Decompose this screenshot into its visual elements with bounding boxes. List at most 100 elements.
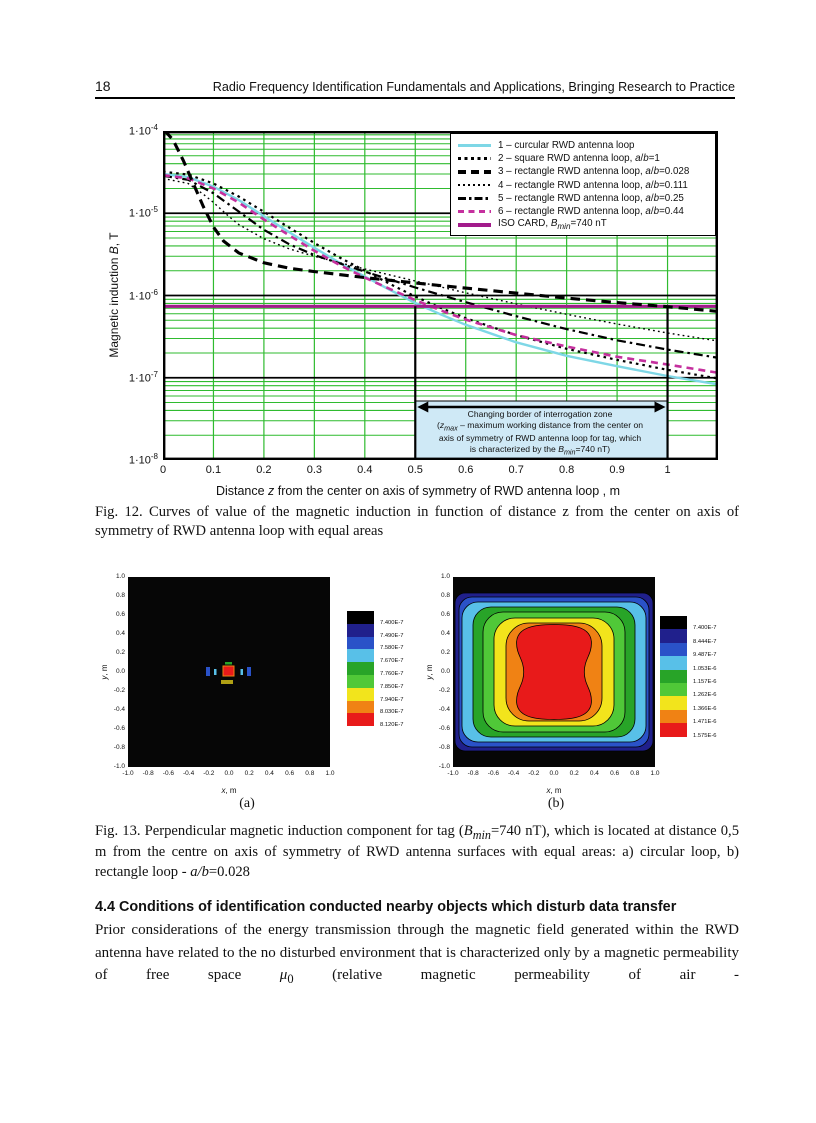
legend-line-sample	[458, 144, 491, 148]
x-tick-label: 1.0	[325, 770, 335, 777]
legend-label: 3 – rectangle RWD antenna loop, a/b=0.02…	[498, 166, 690, 178]
y-tick-label: 1·10-4	[128, 123, 158, 138]
legend-line-sample	[458, 157, 491, 161]
y-tick-label: -0.2	[438, 687, 450, 694]
x-tick-label: 0.2	[569, 770, 579, 777]
colorbar-block	[347, 649, 374, 663]
y-tick-label: -0.8	[438, 744, 450, 751]
legend-line-sample	[458, 184, 491, 187]
fig13b-contour-plot	[453, 577, 655, 767]
colorbar-label: 7.400E-7	[380, 619, 404, 626]
colorbar-block	[347, 662, 374, 675]
y-tick-label: 0.8	[115, 592, 125, 599]
x-tick-label: 0.1	[205, 464, 222, 476]
x-tick-label: -0.8	[467, 770, 479, 777]
fig13b-x-axis-title: x, m	[546, 786, 562, 795]
x-tick-label: 0.8	[630, 770, 640, 777]
x-tick-label: -0.8	[142, 770, 154, 777]
y-tick-label: 0.6	[440, 611, 450, 618]
legend-label: 1 – curcular RWD antenna loop	[498, 140, 635, 152]
x-tick-label: 0.2	[256, 464, 272, 476]
x-tick-label: 0.4	[357, 464, 373, 476]
colorbar-block	[660, 723, 687, 737]
legend-item: 6 – rectangle RWD antenna loop, a/b=0.44	[458, 205, 711, 218]
x-tick-label: 0.2	[244, 770, 254, 777]
fig13b-heatmap	[453, 577, 655, 767]
fig12-x-axis-title: Distance z from the center on axis of sy…	[215, 484, 621, 498]
colorbar-label: 8.030E-7	[380, 709, 404, 716]
y-tick-label: 0.4	[440, 630, 450, 637]
colorbar-label: 1.575E-6	[693, 732, 717, 739]
y-tick-label: -0.8	[113, 744, 125, 751]
series-c5	[163, 174, 718, 359]
colorbar-label: 7.940E-7	[380, 696, 404, 703]
x-tick-label: 0.8	[305, 770, 315, 777]
colorbar-block	[347, 636, 374, 650]
legend-line-sample	[458, 196, 491, 200]
x-tick-label: -1.0	[122, 770, 134, 777]
series-c6	[163, 173, 718, 375]
colorbar-label: 7.400E-7	[693, 625, 717, 632]
x-tick-label: 0.0	[549, 770, 559, 777]
fig13b-colorbar	[660, 616, 687, 737]
colorbar-block	[660, 696, 687, 710]
colorbar-block	[660, 669, 687, 683]
legend-item: 4 – rectangle RWD antenna loop, a/b=0.11…	[458, 179, 711, 192]
legend-label: ISO CARD, Bmin=740 nT	[498, 218, 607, 232]
body-paragraph: Prior considerations of the energy trans…	[95, 922, 739, 986]
x-tick-label: -0.4	[182, 770, 195, 777]
legend-line-sample	[458, 170, 491, 174]
fig13a-label: (a)	[239, 796, 255, 811]
zone-arrowhead-left	[417, 401, 429, 413]
fig12-caption: Fig. 12. Curves of value of the magnetic…	[95, 504, 739, 540]
x-tick-label: -0.4	[507, 770, 520, 777]
y-tick-label: 1.0	[115, 573, 125, 580]
colorbar-block	[347, 611, 374, 624]
colorbar-block	[347, 687, 374, 701]
colorbar-block	[347, 623, 374, 637]
page-header: 18 Radio Frequency Identification Fundam…	[95, 78, 735, 99]
legend-label: 2 – square RWD antenna loop, a/b=1	[498, 153, 660, 165]
fig13a-contour-plot	[128, 577, 330, 767]
plot-frame	[163, 131, 718, 460]
colorbar-block	[347, 674, 374, 688]
colorbar-label: 1.157E-6	[693, 679, 717, 685]
colorbar-block	[347, 713, 374, 727]
y-tick-label: 0.6	[115, 611, 125, 618]
colorbar-block	[347, 700, 374, 714]
y-tick-label: -0.4	[113, 706, 125, 713]
colorbar-block	[660, 642, 687, 657]
x-tick-label: 0.7	[508, 464, 524, 476]
colorbar-label: 1.471E-6	[693, 719, 717, 726]
y-tick-label: 0.4	[115, 630, 125, 637]
colorbar-label: 1.053E-6	[693, 665, 717, 672]
y-tick-label: 0.2	[440, 649, 450, 656]
x-tick-label: 0.3	[306, 464, 323, 476]
x-tick-label: 1	[664, 464, 671, 476]
running-title: Radio Frequency Identification Fundament…	[212, 80, 735, 94]
fig13-caption: Fig. 13. Perpendicular magnetic inductio…	[95, 823, 739, 880]
fig12-interrogation-zone-annotation: Changing border of interrogation zone (zm…	[436, 409, 644, 457]
colorbar-block	[660, 709, 687, 724]
y-tick-label: 0.8	[440, 592, 450, 599]
x-tick-label: 0.4	[589, 770, 599, 777]
fig13a-colorbar	[347, 611, 374, 727]
x-tick-label: -0.2	[203, 770, 215, 777]
colorbar-label: 8.120E-7	[380, 722, 404, 729]
x-tick-label: 0.8	[558, 464, 575, 476]
fig12-legend: 1 – curcular RWD antenna loop 2 – square …	[450, 133, 716, 237]
y-tick-label: -0.2	[113, 687, 125, 694]
legend-item: ISO CARD, Bmin=740 nT	[458, 218, 711, 231]
x-tick-label: 0	[159, 464, 167, 476]
zone-arrowhead-right	[654, 401, 666, 413]
colorbar-label: 7.490E-7	[380, 632, 404, 639]
x-tick-label: -1.0	[447, 770, 459, 777]
y-tick-label: -0.6	[438, 725, 450, 732]
colorbar-block	[660, 616, 687, 630]
fig13a-heatmap	[128, 577, 330, 767]
x-tick-label: 0.4	[264, 770, 274, 777]
fig13a-x-axis-title: x, m	[221, 786, 237, 795]
y-tick-label: -1.0	[113, 763, 125, 770]
interrogation-zone-box	[414, 400, 669, 460]
legend-item: 2 – square RWD antenna loop, a/b=1	[458, 152, 711, 165]
